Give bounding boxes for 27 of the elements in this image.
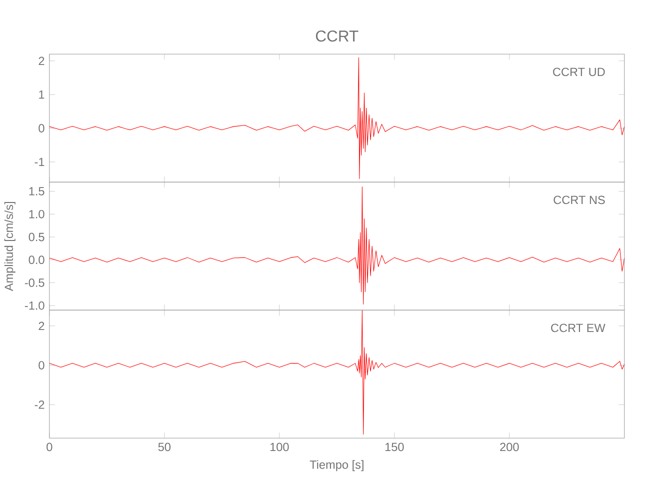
y-tick-label: 0.0	[28, 256, 44, 264]
line-series	[49, 57, 624, 179]
line-series	[49, 186, 624, 304]
y-tick-label: 0	[38, 124, 44, 132]
annotation: CCRT UD	[553, 68, 605, 76]
x-tick-label: 0	[46, 442, 52, 451]
x-tick-label: 50	[158, 442, 171, 451]
y-tick-label: -1	[34, 158, 44, 166]
x-tick-label: 200	[500, 442, 519, 451]
y-tick-label: -1.0	[24, 301, 44, 310]
annotation: CCRT NS	[554, 196, 605, 204]
y-tick-label: 1.5	[29, 187, 44, 196]
x-axis-title: Tiempo [s]	[310, 460, 364, 472]
y-tick-label: 0	[38, 360, 44, 370]
y-tick-label: -0.5	[24, 278, 44, 287]
annotation: CCRT EW	[551, 324, 606, 332]
y-tick-label: 0.5	[28, 232, 44, 242]
line-series	[49, 310, 624, 434]
x-tick-label: 150	[385, 442, 404, 451]
y-tick-label: 1.0	[29, 210, 44, 218]
y-tick-label: 2	[38, 56, 44, 65]
y-axis-title: Amplitud [cm/s/s]	[4, 202, 16, 291]
y-tick-label: -2	[34, 400, 44, 409]
chart-title: CCRT	[316, 30, 358, 42]
y-tick-label: 1	[39, 90, 44, 98]
x-tick-label: 100	[270, 442, 289, 451]
y-tick-label: 2	[38, 322, 44, 330]
